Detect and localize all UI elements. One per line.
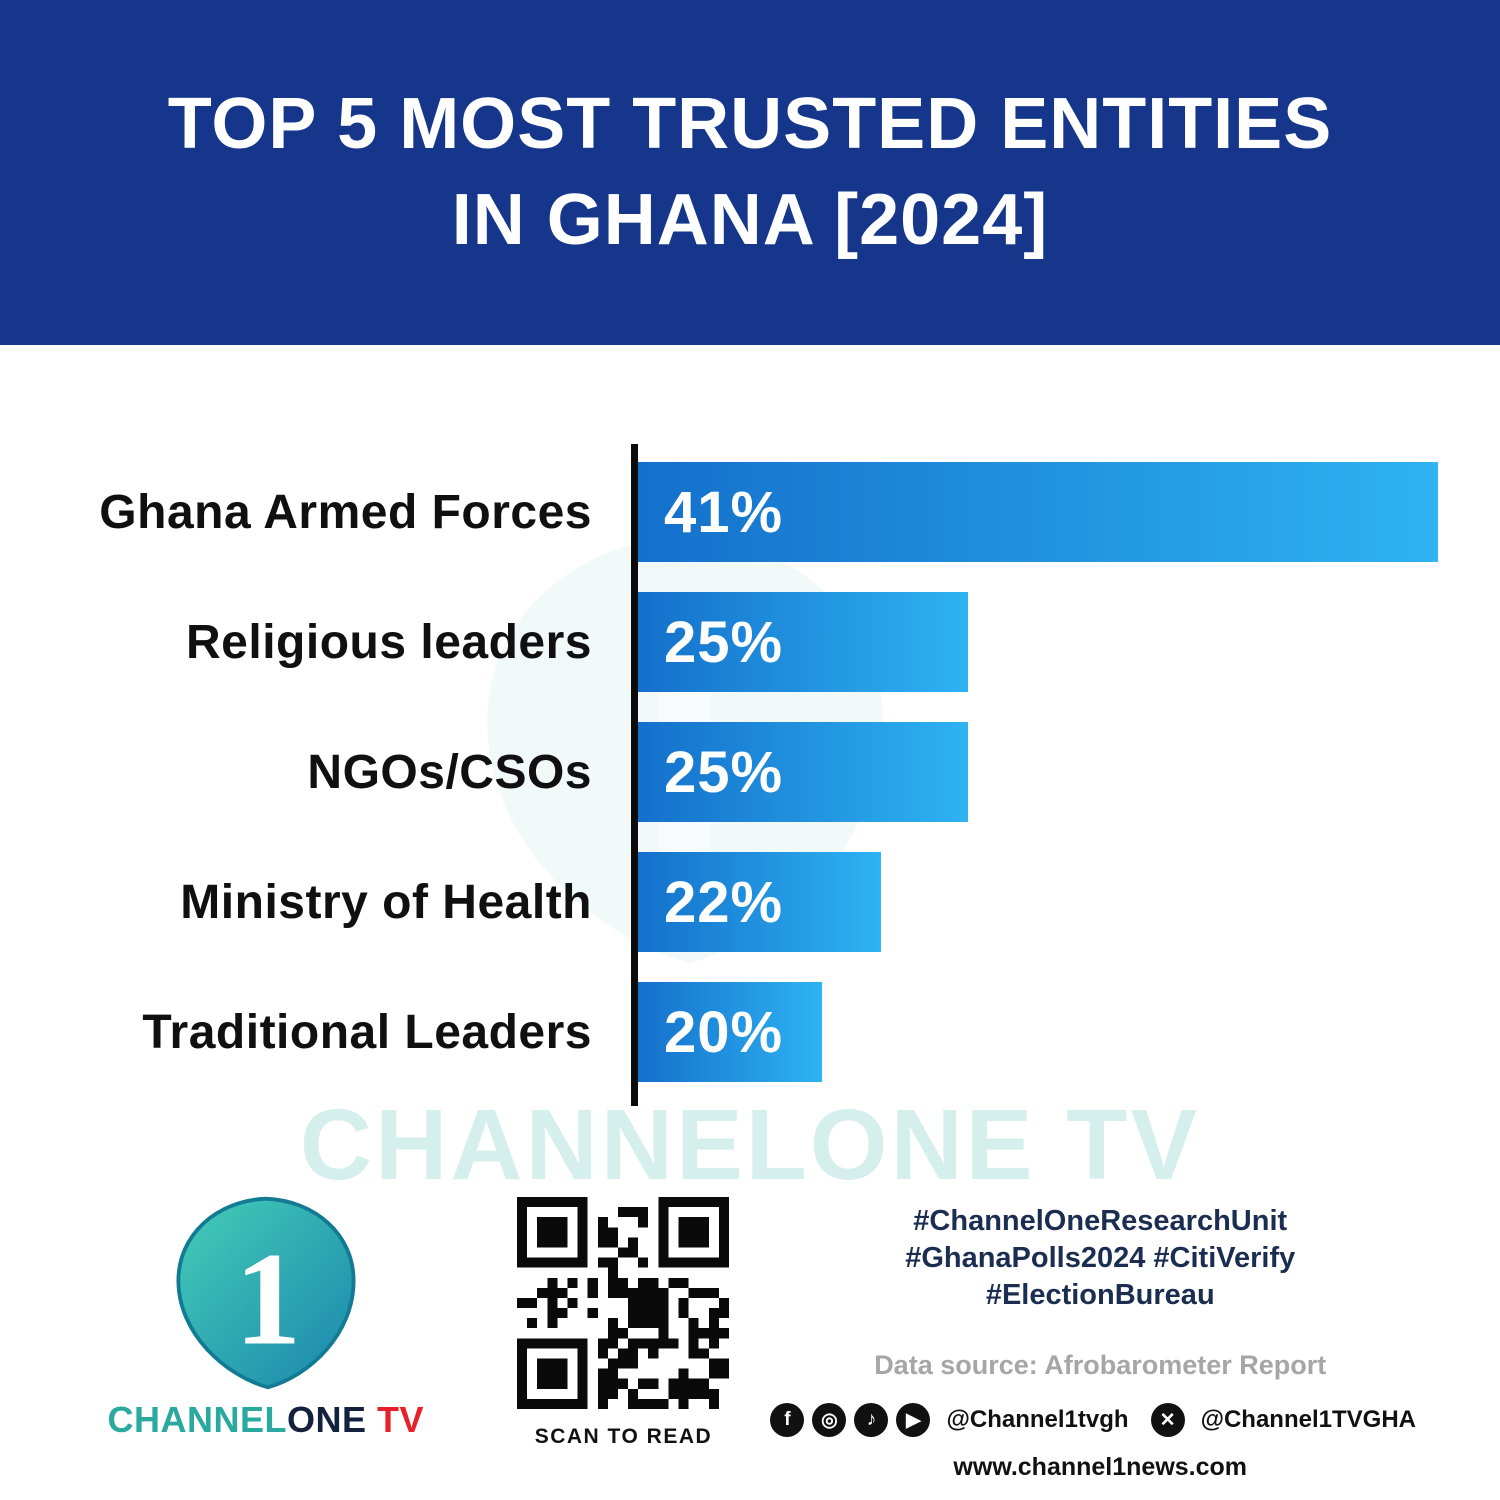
tiktok-icon: ♪ <box>854 1403 889 1438</box>
bar: 41% <box>638 462 1438 562</box>
chart-row: Traditional Leaders 20% <box>0 982 1438 1082</box>
bar-value-label: 25% <box>664 609 784 675</box>
qr-code <box>517 1197 730 1409</box>
qr-caption: SCAN TO READ <box>534 1425 713 1448</box>
footer: 1 CHANNELONE TV SCAN TO READ #ChannelOne… <box>0 1185 1500 1481</box>
chart-row: NGOs/CSOs 25% <box>0 722 1438 822</box>
brand-one-text: ONE <box>286 1399 367 1440</box>
chart-section: Ghana Armed Forces 41% Religious leaders 25… <box>0 345 1500 1135</box>
title-line-2: IN GHANA [2024] <box>451 179 1049 260</box>
bar-value-label: 25% <box>664 739 784 805</box>
bar-area: 20% <box>638 982 1438 1082</box>
bar-value-label: 20% <box>664 999 784 1065</box>
y-axis-line <box>631 444 638 1106</box>
category-label: Ghana Armed Forces <box>99 485 592 539</box>
bar-value-label: 41% <box>664 479 784 545</box>
category-label: Religious leaders <box>186 615 592 669</box>
bar: 20% <box>638 982 822 1082</box>
instagram-icon: ◎ <box>812 1403 847 1438</box>
brand-tv-text: TV <box>366 1399 424 1440</box>
social-handle-1: @Channel1tvgh <box>946 1406 1129 1434</box>
category-label: NGOs/CSOs <box>307 745 592 799</box>
brand-wordmark: CHANNELONE TV <box>107 1399 424 1441</box>
category-label: Traditional Leaders <box>142 1005 592 1059</box>
social-handle-2: @Channel1TVGHA <box>1200 1406 1416 1434</box>
chart-row: Religious leaders 25% <box>0 592 1438 692</box>
channel-one-pick-icon: 1 <box>176 1196 356 1390</box>
category-label: Ministry of Health <box>180 875 592 929</box>
bar-value-label: 22% <box>664 869 784 935</box>
page-title: TOP 5 MOST TRUSTED ENTITIES IN GHANA [20… <box>168 77 1332 267</box>
bar-area: 25% <box>638 592 1438 692</box>
bar: 22% <box>638 852 882 952</box>
brand-channel-text: CHANNEL <box>107 1399 287 1440</box>
chart-row: Ghana Armed Forces 41% <box>0 462 1438 562</box>
hashtag-line-3: #ElectionBureau <box>985 1279 1215 1312</box>
bar-chart: Ghana Armed Forces 41% Religious leaders 25… <box>0 462 1500 1082</box>
bar: 25% <box>638 592 969 692</box>
logo-numeral: 1 <box>234 1224 301 1372</box>
youtube-icon: ▶ <box>896 1403 931 1438</box>
facebook-icon: f <box>770 1403 805 1438</box>
qr-block: SCAN TO READ <box>476 1185 770 1475</box>
data-source: Data source: Afrobarometer Report <box>874 1350 1327 1381</box>
bar-area: 25% <box>638 722 1438 822</box>
channel-one-logo: 1 CHANNELONE TV <box>55 1185 476 1475</box>
social-row: f ◎ ♪ ▶ @Channel1tvgh ✕ @Channel1TVGHA <box>770 1403 1430 1438</box>
bar: 25% <box>638 722 969 822</box>
title-line-1: TOP 5 MOST TRUSTED ENTITIES <box>167 84 1333 165</box>
hashtag-line-1: #ChannelOneResearchUnit <box>913 1205 1288 1237</box>
hashtags: #ChannelOneResearchUnit #GhanaPolls2024 … <box>770 1203 1430 1314</box>
header-banner: TOP 5 MOST TRUSTED ENTITIES IN GHANA [20… <box>0 0 1500 345</box>
hashtag-line-2: #GhanaPolls2024 #CitiVerify <box>905 1242 1296 1275</box>
bar-area: 22% <box>638 852 1438 952</box>
bar-area: 41% <box>638 462 1438 562</box>
chart-row: Ministry of Health 22% <box>0 852 1438 952</box>
info-block: #ChannelOneResearchUnit #GhanaPolls2024 … <box>770 1185 1500 1481</box>
website-url: www.channel1news.com <box>953 1453 1248 1482</box>
x-icon: ✕ <box>1150 1403 1185 1438</box>
